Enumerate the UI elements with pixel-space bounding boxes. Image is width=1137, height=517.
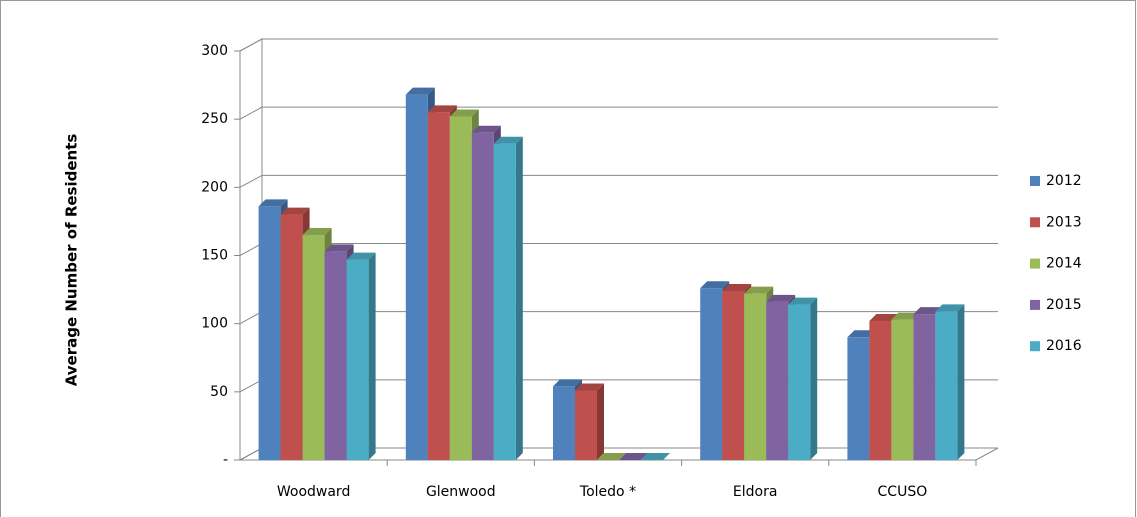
x-tick-label: Glenwood [426, 484, 496, 500]
bar-side [515, 136, 523, 460]
bar-top [427, 105, 457, 113]
bar-top [575, 383, 604, 391]
bar-top [935, 304, 965, 312]
bar-top [766, 294, 796, 302]
legend-label: 2013 [1046, 214, 1082, 230]
bar-top [471, 125, 501, 133]
legend-swatch [1030, 258, 1040, 269]
bar-top [788, 297, 818, 305]
bar [427, 112, 450, 460]
y-tick-label: 250 [201, 111, 228, 127]
legend-swatch [1030, 217, 1040, 228]
bar [700, 288, 723, 460]
bar-top [346, 252, 376, 260]
bar-top [869, 313, 899, 321]
bar [891, 319, 914, 460]
grid-line [239, 174, 998, 188]
bar-top [619, 453, 648, 460]
legend-label: 2015 [1046, 297, 1082, 313]
bar-top [405, 87, 435, 95]
bar-top [891, 312, 921, 320]
bar-side [957, 304, 965, 460]
bar-side [810, 297, 818, 460]
legend-swatch [1030, 299, 1040, 310]
bar-side [597, 383, 604, 460]
bar-side [368, 252, 376, 460]
y-tick-label: 300 [201, 43, 228, 59]
bar [722, 290, 745, 460]
bar-top [744, 286, 774, 294]
bar [935, 311, 958, 460]
x-tick-label: CCUSO [878, 484, 928, 500]
bar [847, 337, 870, 460]
x-tick-label: Woodward [277, 484, 350, 500]
bar-top [302, 228, 332, 236]
bar-top [280, 207, 310, 215]
bar [744, 293, 767, 460]
legend-swatch [1030, 176, 1040, 186]
bar [575, 390, 597, 460]
bar-top [641, 453, 670, 460]
bar [553, 386, 575, 460]
y-tick-label: 100 [201, 316, 228, 332]
y-tick-label: 200 [201, 179, 228, 195]
bar [766, 301, 789, 460]
bar [471, 132, 494, 461]
legend-label: 2012 [1046, 173, 1082, 189]
bar [449, 116, 472, 460]
bar [302, 235, 325, 460]
bar-top [258, 199, 288, 207]
y-tick-label: 50 [210, 384, 228, 400]
bar-top [449, 109, 479, 117]
bar [788, 304, 811, 460]
x-tick-label: Eldora [733, 484, 778, 500]
bar [346, 259, 369, 460]
legend-label: 2014 [1046, 256, 1082, 272]
legend-swatch [1030, 341, 1040, 352]
bar [493, 143, 516, 460]
bar-top [493, 136, 523, 144]
bar [869, 320, 892, 460]
bar-top [553, 379, 582, 387]
grid-line [239, 38, 998, 52]
y-tick-label: - [223, 452, 228, 468]
grid-line [239, 106, 998, 120]
bar-top [847, 330, 877, 338]
bar-top [597, 453, 626, 460]
bar-top [700, 281, 730, 289]
x-tick-label: Toledo * [579, 484, 636, 500]
bar-top [913, 307, 943, 315]
bar [324, 251, 347, 460]
bar [280, 214, 303, 460]
bar-top [722, 283, 752, 291]
bar [258, 206, 281, 460]
bar-top [324, 244, 354, 252]
y-tick-label: 150 [201, 248, 228, 264]
y-axis-title: Average Number of Residents [63, 134, 81, 387]
bar [913, 314, 936, 460]
legend-label: 2016 [1046, 338, 1082, 354]
bar [405, 94, 428, 461]
